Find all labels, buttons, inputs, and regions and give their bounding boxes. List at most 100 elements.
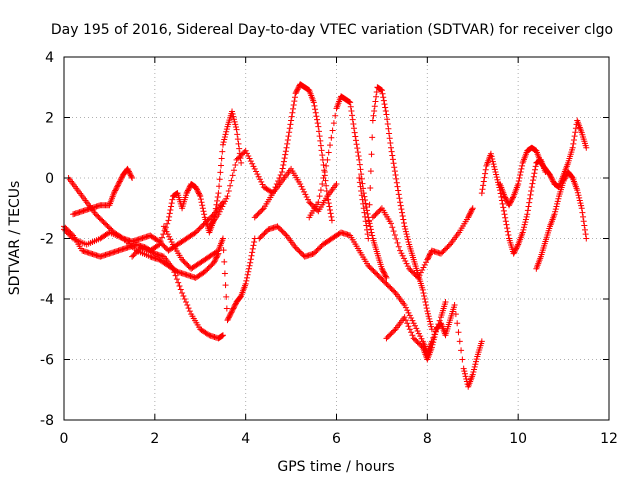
data-point xyxy=(521,221,528,228)
data-point xyxy=(116,178,123,185)
data-point xyxy=(210,259,217,266)
data-point xyxy=(503,197,510,204)
data-point xyxy=(208,262,215,269)
data-point xyxy=(323,187,330,194)
data-point xyxy=(423,302,430,309)
data-point xyxy=(395,191,402,198)
data-point xyxy=(315,199,322,206)
data-point xyxy=(223,126,230,133)
x-tick-label: 0 xyxy=(60,431,69,447)
data-point xyxy=(431,334,438,341)
data-point xyxy=(386,135,393,142)
data-point xyxy=(320,162,327,169)
data-point xyxy=(410,335,417,342)
data-point xyxy=(363,203,370,210)
data-point xyxy=(166,213,173,220)
data-point xyxy=(375,209,382,216)
data-point xyxy=(166,233,173,240)
data-point xyxy=(411,270,418,277)
data-point xyxy=(168,200,175,207)
data-point xyxy=(465,213,472,220)
data-point xyxy=(314,206,321,213)
data-point xyxy=(426,315,433,322)
data-point xyxy=(197,224,204,231)
data-point xyxy=(325,200,332,207)
data-point xyxy=(307,200,314,207)
data-point xyxy=(424,310,431,317)
data-point xyxy=(402,317,409,324)
data-point xyxy=(251,238,258,245)
data-point xyxy=(324,156,331,163)
data-point xyxy=(366,201,373,208)
data-point xyxy=(232,121,239,128)
x-tick-label: 8 xyxy=(423,431,432,447)
data-point xyxy=(195,189,202,196)
data-point xyxy=(500,204,507,211)
data-point xyxy=(391,232,398,239)
data-point xyxy=(554,198,561,205)
data-point xyxy=(510,250,517,257)
data-point xyxy=(216,208,223,215)
data-point xyxy=(400,255,407,262)
data-point xyxy=(312,106,319,113)
data-point xyxy=(232,301,239,308)
data-point xyxy=(387,284,394,291)
data-point xyxy=(413,337,420,344)
data-point xyxy=(372,211,379,218)
data-point xyxy=(277,171,284,178)
data-point xyxy=(480,182,487,189)
data-point xyxy=(422,299,429,306)
data-points xyxy=(61,81,590,390)
data-point xyxy=(167,236,174,243)
data-point xyxy=(432,331,439,338)
data-point xyxy=(553,203,560,210)
data-point xyxy=(382,272,389,279)
data-point xyxy=(472,358,479,365)
data-point xyxy=(427,321,434,328)
data-point xyxy=(471,363,478,370)
data-point xyxy=(581,226,588,233)
data-point xyxy=(250,242,257,249)
data-point xyxy=(111,188,118,195)
axis-ticks xyxy=(63,56,610,421)
data-point xyxy=(369,134,376,141)
data-point xyxy=(274,223,281,230)
data-point xyxy=(355,152,362,159)
data-point xyxy=(281,155,288,162)
data-point xyxy=(373,210,380,217)
data-point xyxy=(511,248,518,255)
data-point xyxy=(195,226,202,233)
data-point xyxy=(530,177,537,184)
data-point xyxy=(580,213,587,220)
data-point xyxy=(478,338,485,345)
data-point xyxy=(185,186,192,193)
data-point xyxy=(290,105,297,112)
data-point xyxy=(192,184,199,191)
data-point xyxy=(113,184,120,191)
data-point xyxy=(259,206,266,213)
data-point xyxy=(251,214,258,221)
data-point xyxy=(128,173,135,180)
data-point xyxy=(163,228,170,235)
data-point xyxy=(359,196,366,203)
data-point xyxy=(224,193,231,200)
data-point xyxy=(294,86,301,93)
data-point xyxy=(409,332,416,339)
data-point xyxy=(569,144,576,151)
data-point xyxy=(391,164,398,171)
data-point xyxy=(397,202,404,209)
data-point xyxy=(290,101,297,108)
data-point xyxy=(231,302,238,309)
data-point xyxy=(385,125,392,132)
data-point xyxy=(256,235,263,242)
data-point xyxy=(311,102,318,109)
data-point xyxy=(369,266,376,273)
data-point xyxy=(468,207,475,214)
data-point xyxy=(223,195,230,202)
data-point xyxy=(271,187,278,194)
data-point xyxy=(488,153,495,160)
data-point xyxy=(491,166,498,173)
data-point xyxy=(461,368,468,375)
data-point xyxy=(456,338,463,345)
data-point xyxy=(233,156,240,163)
